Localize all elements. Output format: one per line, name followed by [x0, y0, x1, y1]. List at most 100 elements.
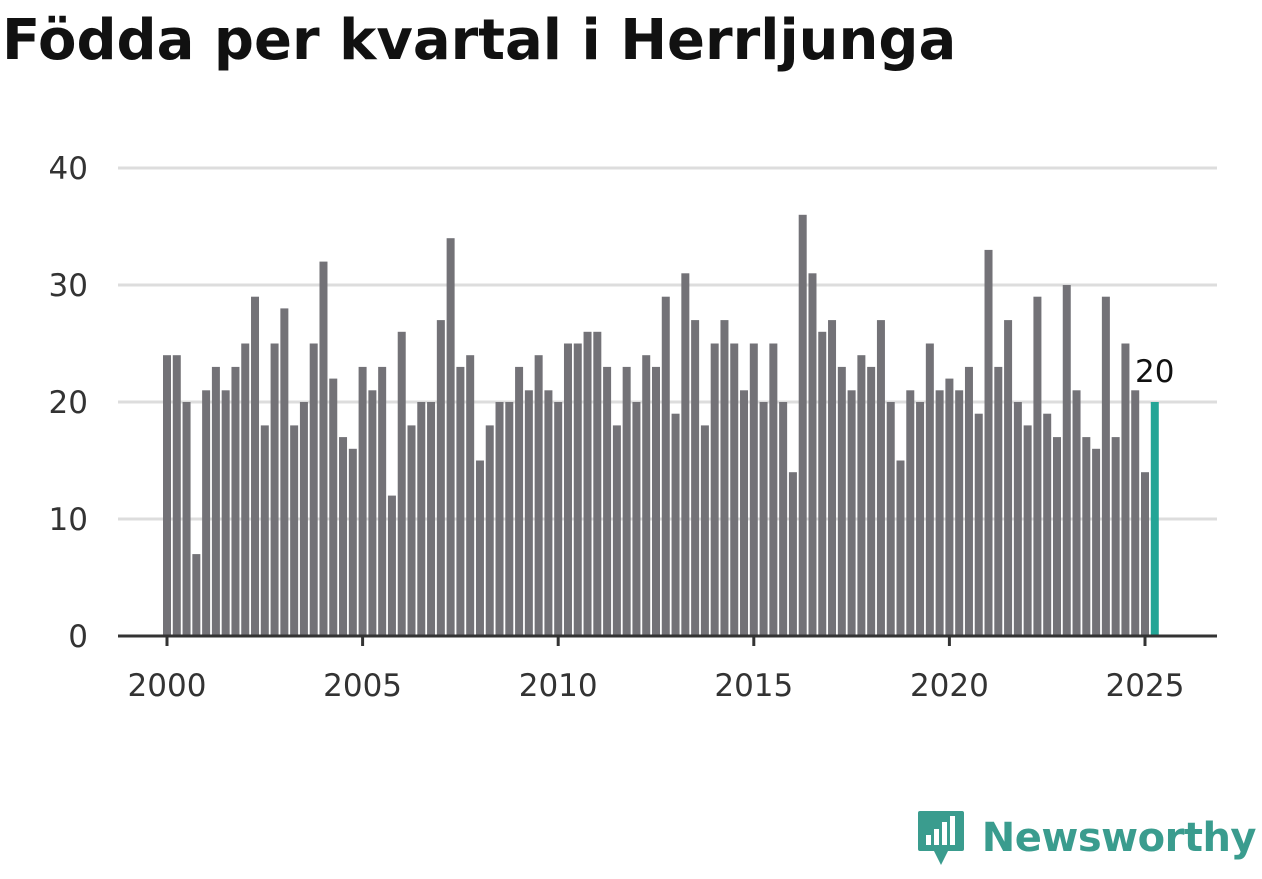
bar	[935, 390, 944, 636]
bar	[1092, 448, 1101, 636]
bar	[290, 425, 299, 636]
bar	[163, 355, 171, 636]
bar	[192, 554, 201, 636]
bar	[221, 390, 230, 636]
bar	[1033, 296, 1042, 636]
y-tick-labels: 0 10 20 30 40	[49, 151, 88, 655]
bar	[407, 425, 416, 636]
bar	[1141, 472, 1149, 636]
bar	[847, 390, 856, 636]
bar	[427, 402, 436, 636]
bar	[417, 402, 426, 636]
bar	[710, 343, 719, 636]
bar	[671, 413, 680, 636]
brand-name: Newsworthy	[981, 815, 1257, 861]
bar	[730, 343, 739, 636]
bar	[387, 495, 396, 636]
bar	[202, 390, 211, 636]
bar	[984, 249, 993, 636]
bar	[612, 425, 621, 636]
bar	[1062, 285, 1071, 636]
bar	[700, 425, 709, 636]
bar	[818, 331, 827, 636]
bar	[945, 378, 954, 636]
bar	[661, 296, 670, 636]
bar	[837, 366, 846, 636]
bar	[896, 460, 905, 636]
bar	[1052, 437, 1061, 636]
bar	[583, 331, 592, 636]
chart-title: Födda per kvartal i Herrljunga	[2, 8, 957, 73]
bar	[788, 472, 797, 636]
bar	[436, 320, 445, 636]
bar	[241, 343, 250, 636]
bar	[974, 413, 983, 636]
bar	[603, 366, 612, 636]
bar	[397, 331, 406, 636]
bar	[368, 390, 377, 636]
bar	[339, 437, 348, 636]
bar	[1072, 390, 1081, 636]
bar	[573, 343, 582, 636]
bar	[720, 320, 729, 636]
bar	[1082, 437, 1091, 636]
x-tick-label: 2020	[910, 668, 989, 704]
bar	[544, 390, 553, 636]
annotations: 20	[1132, 351, 1177, 393]
y-tick-label: 30	[49, 268, 88, 304]
y-tick-label: 0	[68, 619, 88, 655]
bar	[319, 261, 328, 636]
bar	[632, 402, 641, 636]
bar	[691, 320, 700, 636]
bar	[554, 402, 563, 636]
bar	[1013, 402, 1022, 636]
bar	[857, 355, 866, 636]
x-axis	[118, 634, 1217, 646]
bar	[964, 366, 973, 636]
bar	[1121, 343, 1130, 636]
bar	[446, 238, 455, 636]
y-tick-label: 40	[49, 151, 88, 187]
bar	[925, 343, 934, 636]
bar	[955, 390, 964, 636]
x-tick-labels: 2000 2005 2010 2015 2020 2025	[128, 668, 1185, 704]
x-tick-label: 2015	[714, 668, 793, 704]
bar	[251, 296, 260, 636]
bar	[642, 355, 651, 636]
bar	[563, 343, 572, 636]
bar	[1111, 437, 1120, 636]
bar	[534, 355, 543, 636]
x-tick-label: 2025	[1106, 668, 1185, 704]
x-tick-label: 2010	[519, 668, 598, 704]
bar	[769, 343, 778, 636]
newsworthy-logo-icon	[917, 811, 964, 865]
bar-highlight	[1150, 402, 1159, 636]
bar	[299, 402, 308, 636]
bar	[1023, 425, 1032, 636]
highlight-value-label: 20	[1135, 354, 1174, 390]
bar	[485, 425, 494, 636]
bar	[652, 366, 660, 636]
bar	[280, 308, 289, 636]
bar	[1101, 296, 1110, 636]
bar	[524, 390, 533, 636]
bars	[163, 214, 1159, 637]
bar	[916, 402, 925, 636]
bar	[495, 402, 504, 636]
bar	[798, 214, 807, 637]
bar	[378, 366, 387, 636]
bar	[876, 320, 885, 636]
bar	[270, 343, 279, 636]
bar	[309, 343, 318, 636]
bar	[348, 448, 357, 636]
bar	[182, 402, 191, 636]
bar	[1131, 390, 1140, 636]
x-tick-label: 2000	[128, 668, 207, 704]
bar	[329, 378, 338, 636]
bar	[260, 425, 269, 636]
bar	[211, 366, 220, 636]
bar	[886, 402, 895, 636]
bar	[172, 355, 181, 636]
bar	[622, 366, 631, 636]
